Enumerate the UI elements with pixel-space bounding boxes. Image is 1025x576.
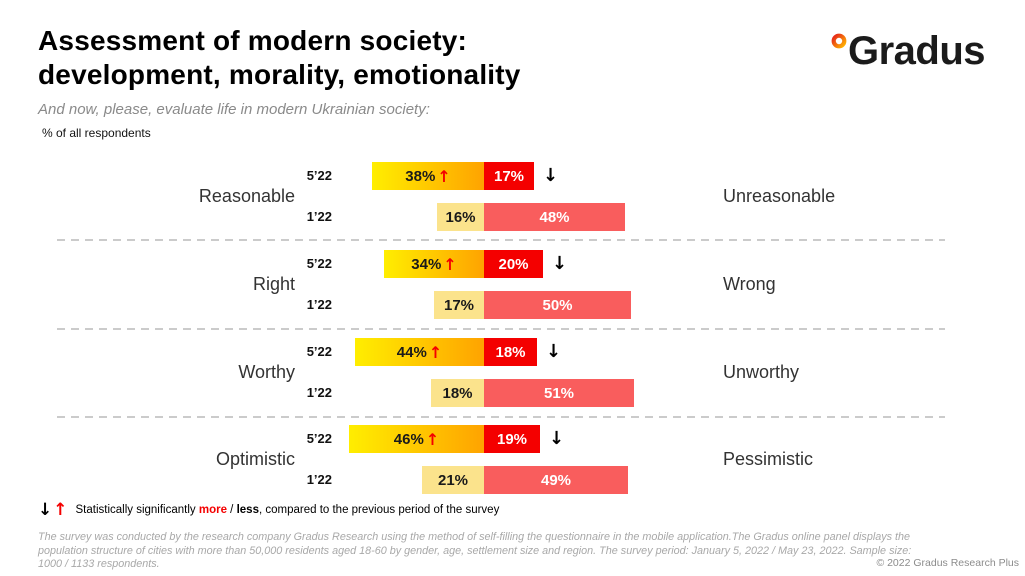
negative-value: 50% (542, 296, 573, 314)
group-divider (57, 328, 945, 330)
positive-value: 44% (396, 343, 427, 361)
significant-down-arrow-icon: ↓ (543, 165, 559, 186)
up-arrow-icon: ↑ (53, 500, 68, 520)
page-title-line1: Assessment of modern society: (38, 25, 468, 56)
positive-segment: 46% ↑ (349, 425, 484, 453)
respondents-note: % of all respondents (42, 126, 151, 140)
negative-segment: 50% (484, 291, 631, 319)
positive-value: 17% (443, 296, 475, 314)
significant-up-arrow-icon: ↑ (437, 166, 451, 186)
category-label-right: Unworthy (723, 362, 800, 382)
category-label-right: Pessimistic (723, 449, 814, 469)
down-arrow-icon: ↓ (38, 500, 53, 520)
negative-segment: 51% (484, 379, 634, 407)
negative-value: 49% (540, 471, 572, 489)
legend-text: Statistically significantly more / less,… (76, 504, 500, 516)
negative-value: 19% (496, 430, 528, 448)
positive-segment: 44% ↑ (355, 338, 484, 366)
question-subtitle: And now, please, evaluate life in modern… (38, 101, 430, 118)
negative-segment: 17% (484, 162, 534, 190)
legend-prefix: Statistically significantly (75, 504, 199, 516)
group-divider (57, 416, 945, 418)
period-label: 1’22 (306, 297, 332, 312)
survey-disclaimer: The survey was conducted by the research… (38, 531, 912, 570)
negative-segment: 19% (484, 425, 540, 453)
negative-value: 17% (493, 167, 525, 185)
period-label: 1’22 (306, 472, 332, 487)
group-divider (57, 239, 945, 241)
significant-down-arrow-icon: ↓ (549, 428, 565, 449)
positive-value: 34% (411, 255, 442, 273)
page-title: Assessment of modern society: developmen… (38, 24, 521, 92)
category-label-right: Unreasonable (723, 186, 836, 206)
positive-value: 38% (405, 167, 436, 185)
legend-less: less (236, 504, 259, 516)
significant-up-arrow-icon: ↑ (428, 342, 443, 362)
negative-value: 51% (543, 384, 575, 402)
category-label-left: Worthy (238, 362, 295, 382)
significant-up-arrow-icon: ↑ (425, 429, 440, 449)
period-label: 5’22 (306, 168, 332, 183)
positive-segment: 38% ↑ (372, 162, 484, 190)
significant-up-arrow-icon: ↑ (443, 254, 457, 274)
positive-value: 46% (393, 430, 424, 448)
period-label: 1’22 (306, 385, 332, 400)
positive-value: 16% (445, 208, 476, 226)
period-label: 1’22 (306, 209, 332, 224)
gradus-logo: Gradus (831, 28, 986, 74)
significant-down-arrow-icon: ↓ (552, 253, 568, 274)
copyright: © 2022 Gradus Research Plus (876, 557, 1019, 569)
logo-text: Gradus (847, 29, 986, 73)
category-label-left: Right (252, 274, 295, 294)
category-label-left: Reasonable (198, 186, 295, 206)
period-label: 5’22 (306, 344, 332, 359)
positive-segment: 16% (437, 203, 484, 231)
negative-segment: 18% (484, 338, 537, 366)
positive-segment: 17% (434, 291, 484, 319)
negative-segment: 49% (484, 466, 628, 494)
page-title-line2: development, morality, emotionality (38, 59, 521, 90)
negative-value: 18% (495, 343, 526, 361)
legend-more: more (198, 504, 227, 516)
negative-value: 48% (539, 208, 570, 226)
negative-segment: 20% (484, 250, 543, 278)
positive-value: 21% (437, 471, 469, 489)
period-label: 5’22 (306, 256, 332, 271)
positive-segment: 34% ↑ (384, 250, 484, 278)
category-label-left: Optimistic (215, 449, 295, 469)
positive-value: 18% (442, 384, 473, 402)
significant-down-arrow-icon: ↓ (546, 341, 562, 362)
negative-value: 20% (498, 255, 529, 273)
legend: ↓ ↑ Statistically significantly more / l… (38, 500, 499, 520)
legend-separator: / (226, 504, 237, 516)
legend-suffix: , compared to the previous period of the… (258, 504, 500, 516)
period-label: 5’22 (306, 431, 332, 446)
category-label-right: Wrong (723, 274, 776, 294)
logo-degree-icon (831, 33, 847, 49)
positive-segment: 21% (422, 466, 484, 494)
negative-segment: 48% (484, 203, 625, 231)
positive-segment: 18% (431, 379, 484, 407)
